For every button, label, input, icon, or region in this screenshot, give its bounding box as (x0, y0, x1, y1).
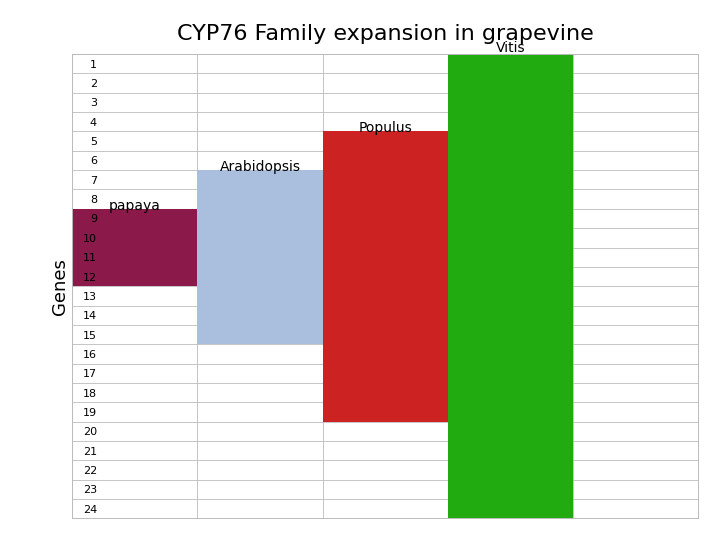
Text: Vitis: Vitis (495, 41, 526, 55)
Text: Arabidopsis: Arabidopsis (220, 160, 300, 174)
Text: Populus: Populus (359, 122, 412, 136)
Title: CYP76 Family expansion in grapevine: CYP76 Family expansion in grapevine (177, 24, 593, 44)
Y-axis label: Genes: Genes (51, 258, 69, 315)
Text: papaya: papaya (109, 199, 161, 213)
